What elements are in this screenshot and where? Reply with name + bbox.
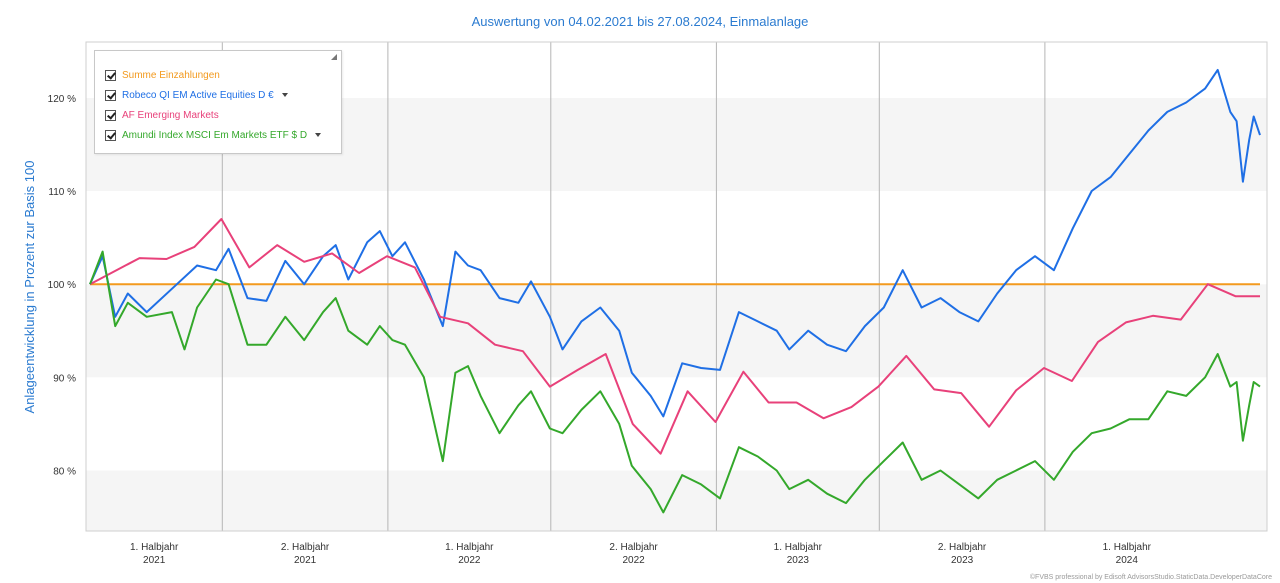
- legend-resize-grip-icon[interactable]: [331, 54, 337, 60]
- plot-band: [86, 191, 1267, 285]
- x-tick-label: 2. Halbjahr: [609, 542, 658, 553]
- x-tick-label: 2023: [951, 555, 974, 566]
- legend-label: Amundi Index MSCI Em Markets ETF $ D: [122, 129, 308, 141]
- legend[interactable]: Summe Einzahlungen Robeco QI EM Active E…: [94, 50, 342, 154]
- dropdown-arrow-icon[interactable]: [281, 93, 288, 97]
- series-lines: [89, 68, 1261, 514]
- x-tick-labels: 1. Halbjahr 2021 2. Halbjahr 2021 1. Halbjah…: [130, 542, 1152, 566]
- y-tick-label: 120 %: [48, 94, 76, 105]
- plot-band: [86, 470, 1267, 531]
- legend-item-af-emerging-markets[interactable]: AF Emerging Markets: [105, 107, 219, 123]
- series-line-af-emerging-markets: [89, 218, 1260, 455]
- x-tick-label: 1. Halbjahr: [774, 542, 823, 553]
- legend-item-amundi[interactable]: Amundi Index MSCI Em Markets ETF $ D: [105, 127, 322, 143]
- credit-text: ©FVBS professional by Edisoft AdvisorsSt…: [1030, 573, 1272, 581]
- plot-band: [86, 284, 1267, 378]
- dropdown-arrow-icon[interactable]: [315, 133, 322, 137]
- y-tick-labels: 80 % 90 % 100 % 110 % 120 %: [48, 94, 76, 478]
- chart-title: Auswertung von 04.02.2021 bis 27.08.2024…: [472, 14, 809, 29]
- vertical-gridlines: [221, 42, 1046, 531]
- legend-item-robeco[interactable]: Robeco QI EM Active Equities D €: [105, 87, 288, 103]
- plot-bands: [86, 42, 1267, 531]
- plot-band: [86, 377, 1267, 471]
- legend-checkbox-robeco[interactable]: [105, 89, 116, 101]
- x-tick-label: 2. Halbjahr: [281, 542, 330, 553]
- legend-checkbox-amundi[interactable]: [105, 129, 116, 141]
- plot-area: [85, 41, 1268, 532]
- y-tick-label: 110 %: [48, 187, 76, 198]
- x-tick-label: 2024: [1116, 555, 1139, 566]
- x-tick-label: 1. Halbjahr: [1103, 542, 1152, 553]
- x-tick-label: 1. Halbjahr: [445, 542, 494, 553]
- x-tick-label: 2. Halbjahr: [938, 542, 987, 553]
- x-tick-label: 2022: [458, 555, 481, 566]
- legend-label: Robeco QI EM Active Equities D €: [122, 89, 274, 101]
- legend-item-summe-einzahlungen[interactable]: Summe Einzahlungen: [105, 67, 220, 83]
- legend-checkbox-summe-einzahlungen[interactable]: [105, 69, 116, 81]
- x-tick-label: 2023: [787, 555, 810, 566]
- x-tick-label: 1. Halbjahr: [130, 542, 179, 553]
- legend-checkbox-af-emerging-markets[interactable]: [105, 109, 116, 121]
- y-tick-label: 80 %: [53, 466, 76, 477]
- y-tick-label: 100 %: [48, 280, 76, 291]
- series-line-amundi-index-msci-em-markets-etf-d: [89, 250, 1261, 514]
- y-axis-label: Anlageentwicklung in Prozent zur Basis 1…: [22, 161, 37, 414]
- legend-label: AF Emerging Markets: [122, 109, 219, 121]
- y-tick-label: 90 %: [53, 373, 76, 384]
- legend-label: Summe Einzahlungen: [122, 69, 220, 81]
- x-tick-label: 2021: [143, 555, 166, 566]
- series-line-robeco-qi-em-active-equities-d: [89, 68, 1261, 418]
- x-tick-label: 2022: [622, 555, 645, 566]
- x-tick-label: 2021: [294, 555, 317, 566]
